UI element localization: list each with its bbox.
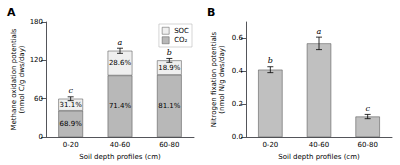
- svg-text:b: b: [268, 56, 273, 65]
- svg-text:0: 0: [39, 133, 43, 141]
- svg-text:Soil depth profiles (cm): Soil depth profiles (cm): [278, 153, 360, 161]
- svg-text:c: c: [68, 86, 73, 95]
- svg-text:Soil depth profiles (cm): Soil depth profiles (cm): [79, 153, 161, 161]
- svg-text:(nmol C/g dws/day): (nmol C/g dws/day): [18, 45, 26, 113]
- svg-text:SOC: SOC: [174, 27, 189, 35]
- svg-text:18.9%: 18.9%: [158, 64, 181, 72]
- svg-text:0.4: 0.4: [232, 67, 244, 75]
- svg-text:0.6: 0.6: [232, 34, 244, 42]
- svg-text:B: B: [207, 6, 215, 19]
- svg-text:28.6%: 28.6%: [109, 59, 132, 67]
- svg-text:180: 180: [30, 18, 43, 26]
- svg-text:a: a: [317, 27, 322, 36]
- svg-text:b: b: [167, 48, 172, 57]
- svg-text:a: a: [118, 38, 123, 47]
- svg-text:0.2: 0.2: [232, 100, 243, 108]
- svg-text:60-80: 60-80: [357, 141, 377, 149]
- svg-text:40-60: 40-60: [309, 141, 329, 149]
- svg-text:0-20: 0-20: [262, 141, 278, 149]
- svg-text:68.9%: 68.9%: [60, 120, 83, 128]
- svg-text:60-80: 60-80: [159, 141, 179, 149]
- svg-text:31.1%: 31.1%: [60, 101, 83, 109]
- svg-text:71.4%: 71.4%: [109, 102, 132, 110]
- svg-text:60: 60: [34, 95, 43, 103]
- svg-text:0-20: 0-20: [63, 141, 79, 149]
- svg-text:CO₂: CO₂: [174, 36, 187, 44]
- svg-text:120: 120: [30, 56, 43, 64]
- svg-text:c: c: [365, 104, 370, 113]
- svg-text:40-60: 40-60: [110, 141, 130, 149]
- svg-text:0.0: 0.0: [232, 133, 243, 141]
- svg-text:Methane oxidation potentials: Methane oxidation potentials: [10, 28, 18, 130]
- svg-text:Nitrogen fixation potentials: Nitrogen fixation potentials: [210, 31, 218, 127]
- svg-text:81.1%: 81.1%: [158, 102, 181, 110]
- svg-text:(nmol N/g dws/day): (nmol N/g dws/day): [218, 45, 226, 114]
- svg-text:A: A: [7, 6, 16, 19]
